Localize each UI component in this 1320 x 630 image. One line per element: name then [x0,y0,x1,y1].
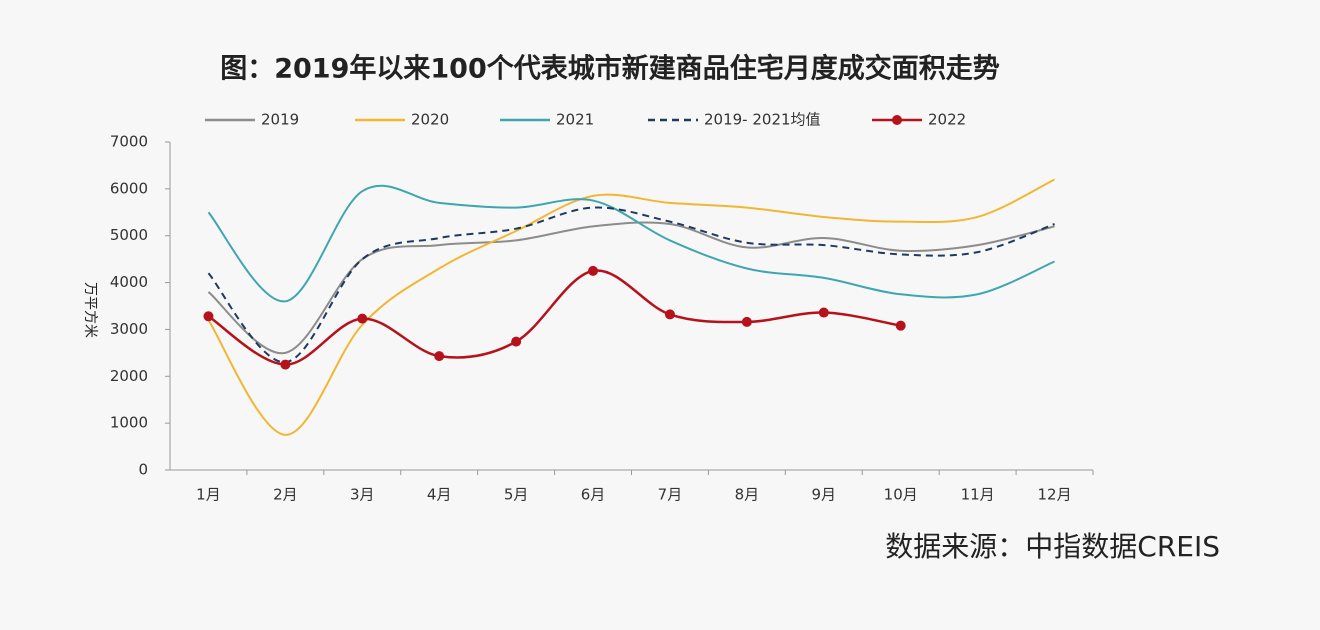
x-tick-label: 3月 [350,486,375,504]
y-tick-label: 0 [138,461,148,479]
x-tick-label: 12月 [1037,486,1071,504]
data-point [741,316,752,327]
data-point [895,320,906,331]
x-tick-label: 11月 [961,486,995,504]
legend-label: 2021 [556,111,594,129]
data-point [280,359,291,370]
data-point [203,311,214,322]
data-point [818,307,829,318]
series-line [207,221,1055,354]
chart-title: 图：2019年以来100个代表城市新建商品住宅月度成交面积走势 [220,53,1000,85]
x-tick-label: 8月 [735,486,760,504]
x-tick-label: 9月 [812,486,837,504]
y-tick-label: 1000 [110,414,148,432]
y-tick-label: 3000 [110,320,148,338]
y-tick-label: 4000 [110,273,148,291]
series-line [207,184,1055,303]
source-note: 数据来源：中指数据CREIS [885,530,1220,563]
x-tick-label: 10月 [884,486,918,504]
x-tick-label: 7月 [658,486,683,504]
series-line [207,269,901,366]
y-tick-label: 7000 [110,133,148,151]
x-tick-label: 4月 [427,486,452,504]
legend-marker [892,115,902,125]
legend-label: 2019 [261,111,299,129]
legend-label: 2019- 2021均值 [704,111,821,129]
x-tick-label: 6月 [581,486,606,504]
series-line [207,206,1055,364]
x-tick-label: 5月 [504,486,529,504]
x-tick-label: 2月 [273,486,298,504]
y-tick-label: 5000 [110,226,148,244]
y-tick-label: 2000 [110,367,148,385]
data-point [664,309,675,320]
data-point [434,351,445,362]
data-point [357,313,368,324]
series-line [207,178,1055,436]
x-tick-label: 1月 [196,486,221,504]
data-point [588,265,599,276]
data-point [511,336,522,347]
y-tick-label: 6000 [110,179,148,197]
legend-label: 2022 [928,111,966,129]
y-axis-label: 万平方米 [82,282,98,338]
legend-label: 2020 [411,111,449,129]
